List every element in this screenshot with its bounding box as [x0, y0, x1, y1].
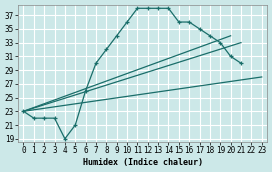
X-axis label: Humidex (Indice chaleur): Humidex (Indice chaleur)	[83, 158, 203, 167]
